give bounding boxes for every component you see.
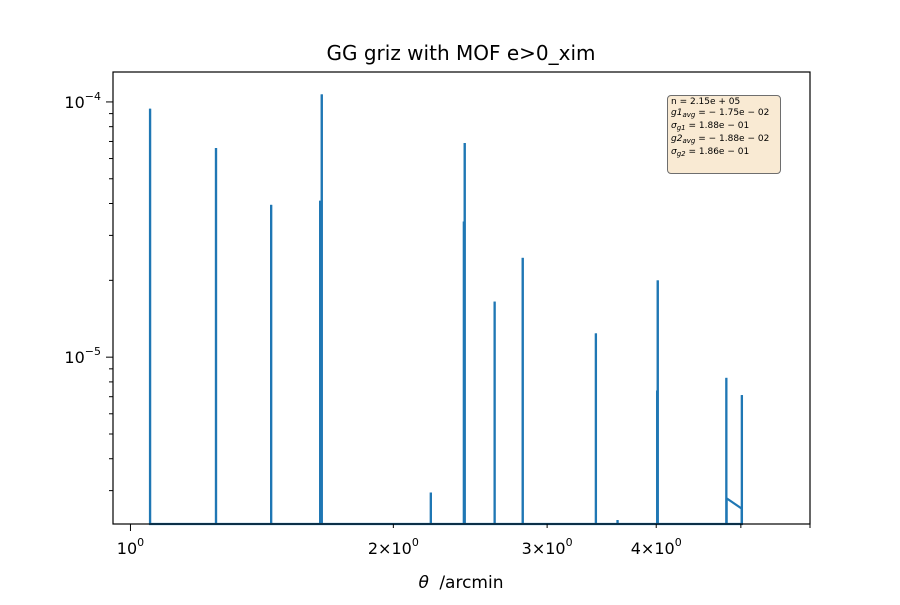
info-box-line: σg1 = 1.88e − 01 bbox=[671, 121, 777, 134]
info-box-text: σ bbox=[671, 121, 677, 131]
x-axis-label-symbol: θ bbox=[419, 573, 430, 593]
info-box-text: n = 2.15e + 05 bbox=[671, 97, 741, 107]
info-box-line: g2avg = − 1.88e − 02 bbox=[671, 134, 777, 147]
x-axis-label-unit: /arcmin bbox=[439, 573, 503, 593]
chart-title: GG griz with MOF e>0_xim bbox=[327, 41, 596, 65]
info-box-text: = − 1.88e − 02 bbox=[695, 134, 770, 144]
info-box-text: = − 1.75e − 02 bbox=[695, 108, 770, 118]
info-box-subscript: g2 bbox=[676, 150, 686, 158]
y-axis-ticks: 10−5 10−4 bbox=[64, 90, 113, 492]
x-axis-ticks: 100 2×100 3×100 4×100 bbox=[117, 524, 811, 558]
x-tick-label: 100 bbox=[117, 536, 144, 558]
y-tick-label: 10−4 bbox=[64, 90, 101, 112]
info-box-subscript: avg bbox=[682, 137, 696, 145]
x-axis-label: θ /arcmin bbox=[419, 573, 504, 593]
series-layer bbox=[148, 94, 744, 526]
info-box-subscript: avg bbox=[682, 111, 696, 119]
y-tick-label: 10−5 bbox=[64, 345, 101, 367]
info-box-line: n = 2.15e + 05 bbox=[671, 97, 777, 108]
info-box-subscript: g1 bbox=[676, 124, 686, 132]
info-box-text: = 1.86e − 01 bbox=[685, 147, 750, 157]
info-box-text: g1 bbox=[671, 108, 683, 118]
plot-frame bbox=[112, 71, 811, 525]
info-box-text: σ bbox=[671, 147, 677, 157]
info-box-text: g2 bbox=[671, 134, 683, 144]
info-box-line: g1avg = − 1.75e − 02 bbox=[671, 108, 777, 121]
stats-info-box: n = 2.15e + 05 g1avg = − 1.75e − 02 σg1 = … bbox=[667, 95, 781, 174]
info-box-line: σg2 = 1.86e − 01 bbox=[671, 147, 777, 160]
series-connector bbox=[725, 497, 743, 510]
info-box-text: = 1.88e − 01 bbox=[685, 121, 750, 131]
x-tick-label: 2×100 bbox=[368, 536, 419, 558]
x-tick-label: 4×100 bbox=[631, 536, 682, 558]
x-tick-label: 3×100 bbox=[522, 536, 573, 558]
